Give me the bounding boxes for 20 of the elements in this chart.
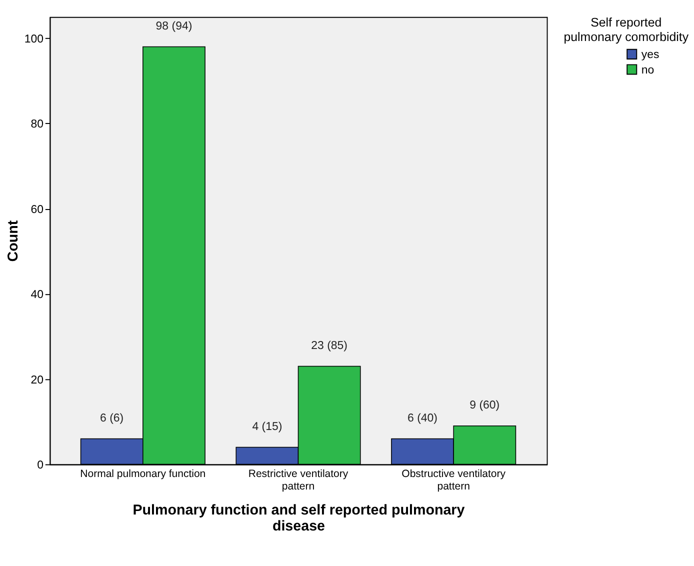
x-axis-title: Pulmonary function and self reported pulmonary disease (132, 502, 465, 535)
data-label: 4 (15) (252, 421, 282, 434)
x-tick-label: Obstructive ventilatory pattern (402, 468, 506, 493)
y-tick-label: 100 (24, 34, 44, 46)
y-tick-label: 80 (30, 118, 44, 131)
legend-label: yes (641, 49, 660, 62)
y-tick-label: 60 (30, 204, 44, 216)
y-axis-title: Count (6, 220, 22, 262)
data-label: 6 (40) (408, 412, 438, 424)
data-label: 98 (94) (156, 20, 192, 33)
y-tick-label: 40 (30, 289, 44, 302)
y-tick-label: 0 (37, 460, 44, 472)
legend-title: Self reported pulmonary comorbidity (564, 15, 690, 44)
data-label: 23 (85) (311, 340, 348, 352)
x-tick-label: Restrictive ventilatory pattern (248, 468, 349, 493)
legend-label: no (641, 64, 654, 76)
x-tick-label: Normal pulmonary function (80, 468, 206, 480)
data-label: 6 (6) (100, 412, 124, 424)
y-tick-label: 20 (30, 374, 44, 386)
data-label: 9 (60) (470, 400, 500, 412)
